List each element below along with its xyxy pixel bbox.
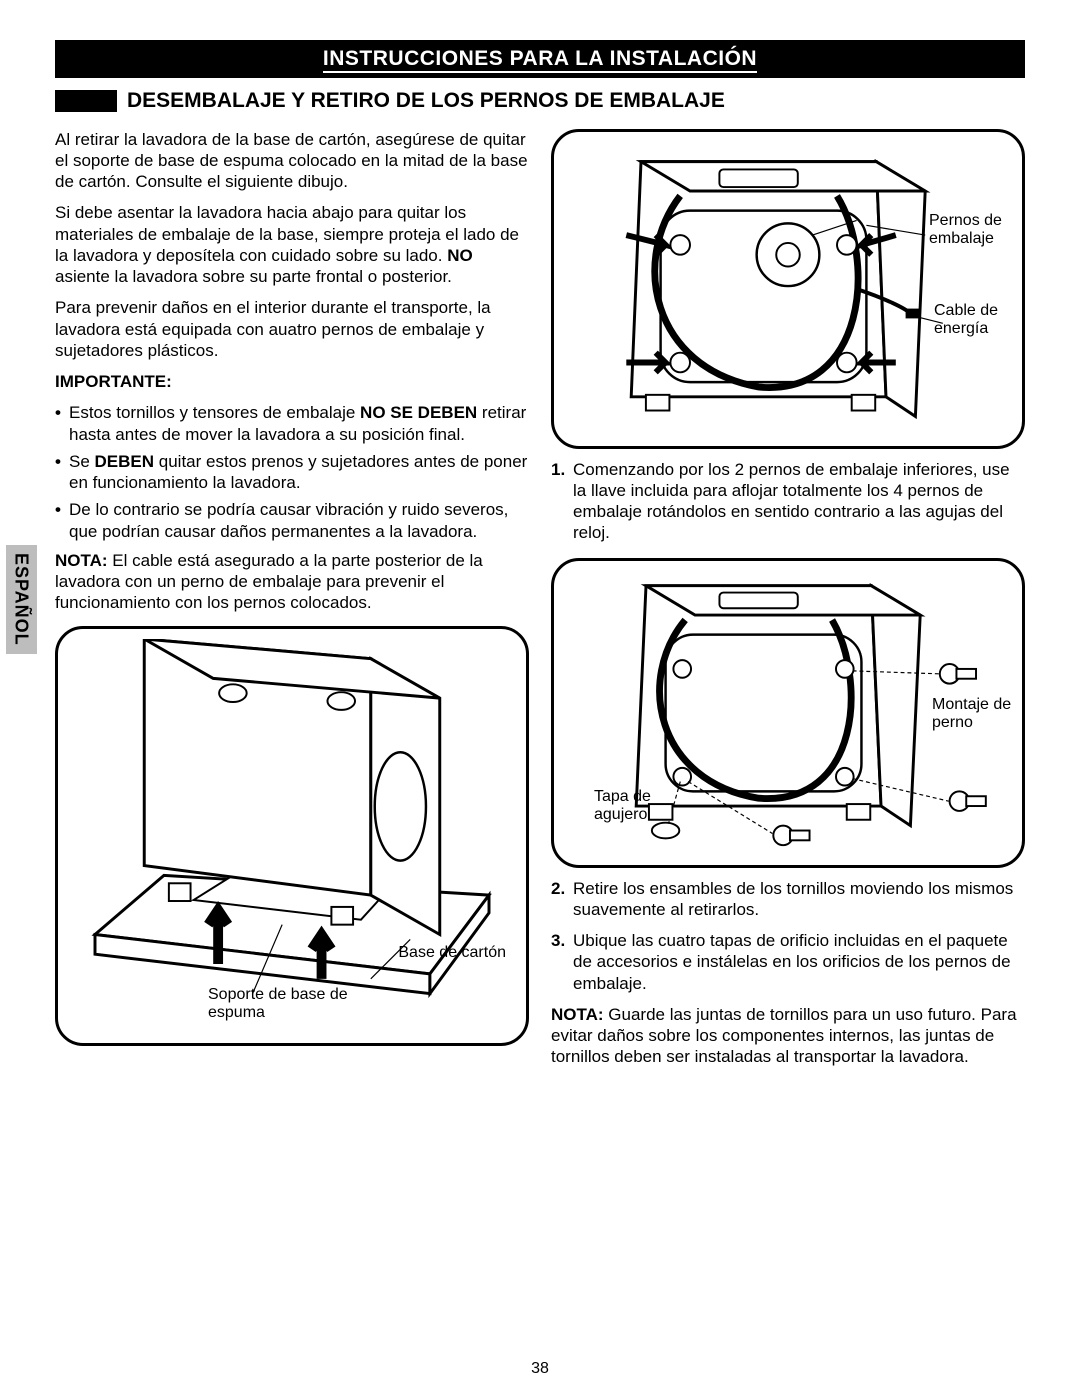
para-3: Para prevenir daños en el interior duran…: [55, 297, 529, 361]
step-3: 3. Ubique las cuatro tapas de orificio i…: [551, 930, 1025, 994]
title-block-icon: [55, 90, 117, 112]
nota-2: NOTA: Guarde las juntas de tornillos par…: [551, 1004, 1025, 1068]
step-2-text: Retire los ensambles de los tornillos mo…: [573, 878, 1025, 921]
page-header-bar: INSTRUCCIONES PARA LA INSTALACIÓN: [55, 40, 1025, 78]
fig2-label-cord: Cable de energía: [934, 302, 1014, 339]
step-1: 1. Comenzando por los 2 pernos de embala…: [551, 459, 1025, 544]
nota-1-text: El cable está asegurado a la parte poste…: [55, 551, 483, 613]
fig1-label-foam: Soporte de base de espuma: [208, 986, 358, 1023]
figure-unpacking: Base de cartón Soporte de base de espuma: [55, 626, 529, 1046]
bolts-diagram: [564, 142, 1012, 436]
nota-1-label: NOTA:: [55, 551, 108, 570]
nota-2-text: Guarde las juntas de tornillos para un u…: [551, 1005, 1017, 1067]
bullet-1: Estos tornillos y tensores de embalaje N…: [55, 402, 529, 445]
para-2b: asiente la lavadora sobre su parte front…: [55, 267, 452, 286]
right-column: Pernos de embalaje Cable de energía 1. C…: [551, 129, 1025, 1078]
fig3-label-cap: Tapa de agujero: [594, 788, 674, 825]
bullet-2-bold: DEBEN: [95, 452, 155, 471]
step-3-num: 3.: [551, 930, 569, 994]
fig2-label-bolts: Pernos de embalaje: [929, 212, 1014, 249]
step-2-num: 2.: [551, 878, 569, 921]
bullet-2: Se DEBEN quitar estos prenos y sujetador…: [55, 451, 529, 494]
nota-2-label: NOTA:: [551, 1005, 604, 1024]
nota-1: NOTA: El cable está asegurado a la parte…: [55, 550, 529, 614]
language-tab: ESPAÑOL: [6, 545, 37, 654]
figure-bolts: Pernos de embalaje Cable de energía: [551, 129, 1025, 449]
page-header-text: INSTRUCCIONES PARA LA INSTALACIÓN: [323, 47, 757, 73]
left-column: Al retirar la lavadora de la base de car…: [55, 129, 529, 1078]
unpacking-diagram: [68, 639, 516, 1033]
bullet-1-bold: NO SE DEBEN: [360, 403, 477, 422]
fig1-label-carton: Base de cartón: [398, 944, 506, 962]
bullet-1a: Estos tornillos y tensores de embalaje: [69, 403, 360, 422]
bullet-2a: Se: [69, 452, 95, 471]
bullet-3: De lo contrario se podría causar vibraci…: [55, 499, 529, 542]
para-2: Si debe asentar la lavadora hacia abajo …: [55, 202, 529, 287]
figure-caps: Montaje de perno Tapa de agujero: [551, 558, 1025, 868]
section-title-text: DESEMBALAJE Y RETIRO DE LOS PERNOS DE EM…: [127, 88, 725, 114]
important-label: IMPORTANTE:: [55, 371, 529, 392]
para-1: Al retirar la lavadora de la base de car…: [55, 129, 529, 193]
step-1-text: Comenzando por los 2 pernos de embalaje …: [573, 459, 1025, 544]
section-title: DESEMBALAJE Y RETIRO DE LOS PERNOS DE EM…: [55, 88, 1025, 114]
page-number: 38: [531, 1359, 549, 1379]
important-list: Estos tornillos y tensores de embalaje N…: [55, 402, 529, 542]
step-1-num: 1.: [551, 459, 569, 544]
fig3-label-bolt: Montaje de perno: [932, 696, 1012, 733]
step-2: 2. Retire los ensambles de los tornillos…: [551, 878, 1025, 921]
content-columns: Al retirar la lavadora de la base de car…: [55, 129, 1025, 1078]
step-3-text: Ubique las cuatro tapas de orificio incl…: [573, 930, 1025, 994]
para-2-no: NO: [447, 246, 473, 265]
